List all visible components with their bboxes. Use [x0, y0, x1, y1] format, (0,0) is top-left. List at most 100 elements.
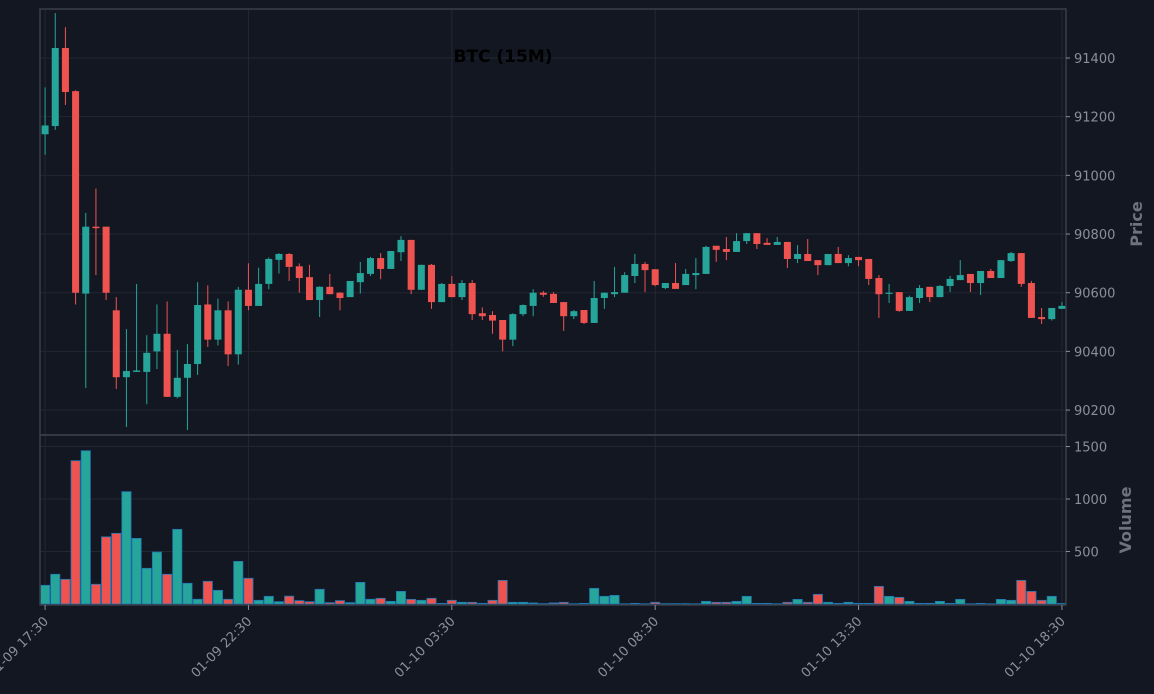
volume-bar: [80, 450, 91, 605]
volume-bar: [548, 602, 559, 605]
candle-body-up: [1048, 307, 1056, 320]
volume-bar: [477, 602, 488, 605]
volume-bar: [589, 587, 600, 605]
volume-bar: [101, 536, 112, 605]
candle-body-down: [427, 264, 435, 303]
candle-body-up: [529, 292, 537, 306]
volume-bar: [60, 578, 71, 605]
price-panel-frame: [39, 8, 1067, 436]
candle-body-up: [387, 251, 395, 269]
candle-body-up: [794, 253, 802, 259]
candle-body-down: [834, 253, 842, 264]
chart-title: BTC (15M): [453, 47, 552, 67]
candle-body-up: [458, 283, 466, 298]
candle-body-up: [133, 370, 141, 372]
volume-bar: [873, 585, 884, 605]
volume-bar: [1046, 595, 1057, 605]
volume-bar: [843, 601, 854, 605]
candle-body-up: [946, 278, 954, 286]
price-tick-label: 90200: [1074, 404, 1115, 419]
price-tick-label: 91000: [1074, 169, 1115, 184]
volume-bar: [253, 599, 264, 605]
candle-body-down: [499, 319, 507, 340]
volume-bar: [294, 600, 305, 605]
volume-bar: [284, 595, 295, 605]
price-tick-label: 91200: [1074, 111, 1115, 126]
candle-body-up: [844, 258, 852, 264]
candle-body-down: [560, 302, 568, 317]
candle-body-up: [397, 239, 405, 253]
candle-body-down: [244, 289, 252, 306]
candle-body-up: [570, 311, 578, 317]
volume-bar: [629, 602, 640, 605]
volume-bar: [40, 584, 51, 605]
volume-bar: [792, 598, 803, 605]
volume-panel-frame: [39, 434, 1067, 606]
volume-bar: [670, 603, 681, 605]
volume-bar: [487, 599, 498, 605]
candle-body-down: [112, 310, 120, 378]
volume-bar: [182, 582, 193, 605]
candle-body-up: [316, 286, 324, 301]
candles: [41, 13, 1066, 431]
volume-bar: [467, 601, 478, 605]
candle-body-down: [987, 270, 995, 279]
candle-body-down: [377, 258, 385, 269]
volume-bar: [131, 537, 142, 605]
candle-body-up: [885, 292, 893, 294]
candle-body-up: [661, 283, 669, 289]
candle-body-up: [702, 246, 710, 274]
candle-body-down: [305, 277, 313, 301]
volume-bar: [731, 600, 742, 605]
candle-body-down: [1038, 317, 1046, 320]
volume-bar: [90, 583, 101, 605]
volume-tick-label: 1000: [1074, 493, 1107, 508]
candle-body-down: [61, 48, 69, 93]
candle-body-down: [468, 283, 476, 315]
candle-body-up: [621, 275, 629, 293]
candle-body-down: [478, 313, 486, 317]
candle-body-up: [366, 258, 374, 274]
candle-body-up: [519, 305, 527, 315]
candle-body-down: [895, 292, 903, 311]
candle-body-down: [875, 278, 883, 295]
candle-body-up: [977, 270, 985, 284]
price-axis-label: Price: [1127, 201, 1146, 247]
volume-bar: [863, 602, 874, 605]
candle-body-down: [550, 293, 558, 303]
candle-body-down: [224, 310, 232, 355]
candle-body-down: [448, 283, 456, 298]
candle-body-down: [763, 242, 771, 245]
volume-bar: [141, 567, 152, 605]
volume-bar: [721, 601, 732, 605]
volume-bar: [609, 594, 620, 605]
volume-bar: [762, 602, 773, 605]
candle-body-down: [712, 245, 720, 250]
volume-bar: [518, 601, 529, 605]
candle-body-up: [153, 333, 161, 352]
candle-body-down: [926, 286, 934, 298]
candle-body-down: [72, 91, 80, 293]
candle-body-down: [783, 241, 791, 259]
price-tick-label: 90400: [1074, 345, 1115, 360]
candle-body-down: [651, 269, 659, 286]
volume-bar: [985, 603, 996, 605]
candle-body-down: [539, 292, 547, 295]
candle-body-up: [41, 125, 49, 135]
candle-body-down: [102, 226, 110, 293]
volume-bar: [212, 589, 223, 605]
time-tick-label: 01-09 17:30: [0, 614, 52, 681]
candle-body-down: [488, 315, 496, 321]
volume-bar: [233, 560, 244, 605]
volume-bar: [690, 603, 701, 605]
volume-bar: [50, 573, 61, 605]
candle-body-down: [204, 304, 212, 340]
volume-bar: [975, 602, 986, 605]
candle-body-up: [824, 253, 832, 266]
candle-body-up: [733, 241, 741, 252]
volume-bar: [680, 603, 691, 605]
volume-bar: [416, 599, 427, 605]
volume-bar: [619, 603, 630, 605]
volume-bar: [345, 602, 356, 605]
